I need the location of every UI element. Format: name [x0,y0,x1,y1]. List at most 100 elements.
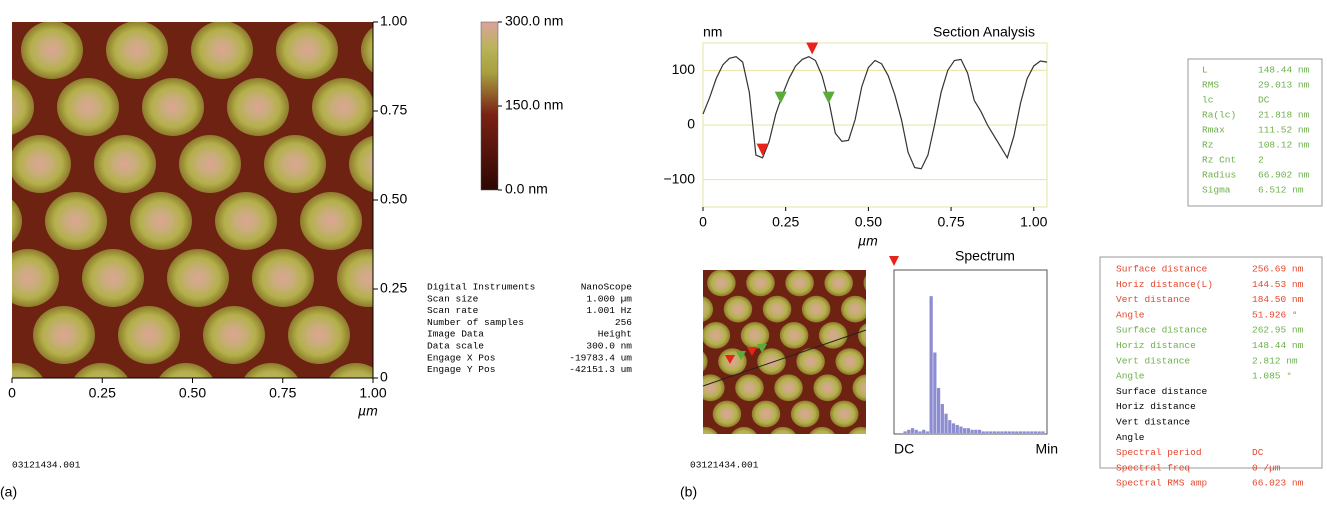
feature [312,78,373,136]
roughness-value: 108.12 nm [1258,140,1310,151]
info-label: Scan size [427,293,479,304]
spectrum-bar [1022,431,1026,433]
feature [12,363,44,378]
feature [746,270,775,297]
feature [167,249,229,307]
cursor-label: Surface distance [1116,386,1208,397]
feature [703,296,714,322]
info-label: Number of samples [427,317,524,328]
feature [813,374,842,402]
feature [751,400,781,428]
feature [361,27,373,73]
feature [349,135,373,193]
roughness-value: DC [1258,95,1270,106]
feature [82,249,144,307]
feature [264,135,326,193]
spectrum-bar [903,431,907,433]
feature [663,322,692,349]
spectrum-bar [910,428,915,433]
spectrum-bar [940,404,944,433]
cursor-value: 0 /µm [1252,462,1281,473]
y-tick-label: 0 [687,116,695,132]
cursor-label: Vert distance [1116,355,1190,366]
spectrum-bar [966,428,970,433]
roughness-label: lc [1202,95,1214,106]
cursor-label: Angle [1116,371,1145,382]
thumb-cursor [725,355,735,364]
cursor-value: 2.812 nm [1252,355,1298,366]
cursor-value: 262.95 nm [1252,325,1304,336]
feature [790,400,820,428]
feature [779,321,809,349]
feature [841,295,866,323]
info-value: Height [598,329,632,340]
spectrum-bar [1011,431,1015,433]
cursor-value: 256.69 nm [1252,264,1304,275]
feature [57,78,119,136]
spectrum-bar [936,387,941,433]
spectrum-bar [1037,431,1041,433]
info-value: -19783.4 um [569,352,632,363]
colorbar-label: 150.0 nm [505,97,563,113]
x-tick-label: 0.25 [89,385,116,401]
roughness-value: 21.818 nm [1258,110,1310,121]
spectrum-bar [959,426,963,433]
roughness-label: Radius [1202,170,1236,181]
y-tick-label: 0 [380,369,388,385]
roughness-value: 66.902 nm [1258,170,1310,181]
feature [703,374,725,402]
spectrum-bar [977,429,982,433]
x-tick-label: 1.00 [359,385,386,401]
feature [288,306,350,364]
feature [703,321,731,349]
feature [707,270,736,297]
feature [740,321,770,349]
cursor-marker [756,143,769,156]
feature [373,306,435,364]
spectrum-bar [922,429,926,433]
feature [863,275,866,291]
info-value: -42151.3 um [569,364,632,375]
feature [703,426,718,434]
feature [118,306,180,364]
roughness-value: 29.013 nm [1258,80,1310,91]
chart-title: Spectrum [955,248,1015,264]
thumb-cursor [747,347,757,356]
feature [818,321,848,349]
feature [657,374,686,401]
spectrum-bar [989,431,993,433]
feature [674,401,703,428]
info-value: 256 [615,317,632,328]
x-axis-label: µm [858,233,878,249]
feature [252,249,314,307]
spectrum-bar [996,431,1000,433]
info-label: Engage X Pos [427,352,495,363]
spectrum-bar [925,431,930,433]
spectrum-bar [1026,431,1030,433]
feature [106,22,168,79]
y-tick-label: 100 [672,61,696,77]
spectrum-cursor [889,256,899,266]
info-value: NanoScope [581,282,633,293]
feature [829,400,859,428]
cursor-value: 1.085 ° [1252,371,1292,382]
spectrum-frame [893,269,1048,435]
spectrum-bar [970,429,974,433]
cursor-box [1099,256,1323,469]
spectrum-bar [918,431,922,433]
section-line [702,55,1048,170]
spectrum-bar [948,420,952,433]
x-tick-label: 0.25 [772,214,799,230]
feature [215,192,277,250]
feature [762,295,792,323]
feature [875,348,904,375]
spectrum-bar [963,428,967,433]
cursor-label: Angle [1116,309,1145,320]
feature [12,249,59,307]
cursor-label: Spectral freq [1116,462,1190,473]
cursor-value: 184.50 nm [1252,294,1304,305]
feature [337,249,373,307]
spectrum-bar [974,429,978,433]
spectrum-bar [1000,431,1004,433]
